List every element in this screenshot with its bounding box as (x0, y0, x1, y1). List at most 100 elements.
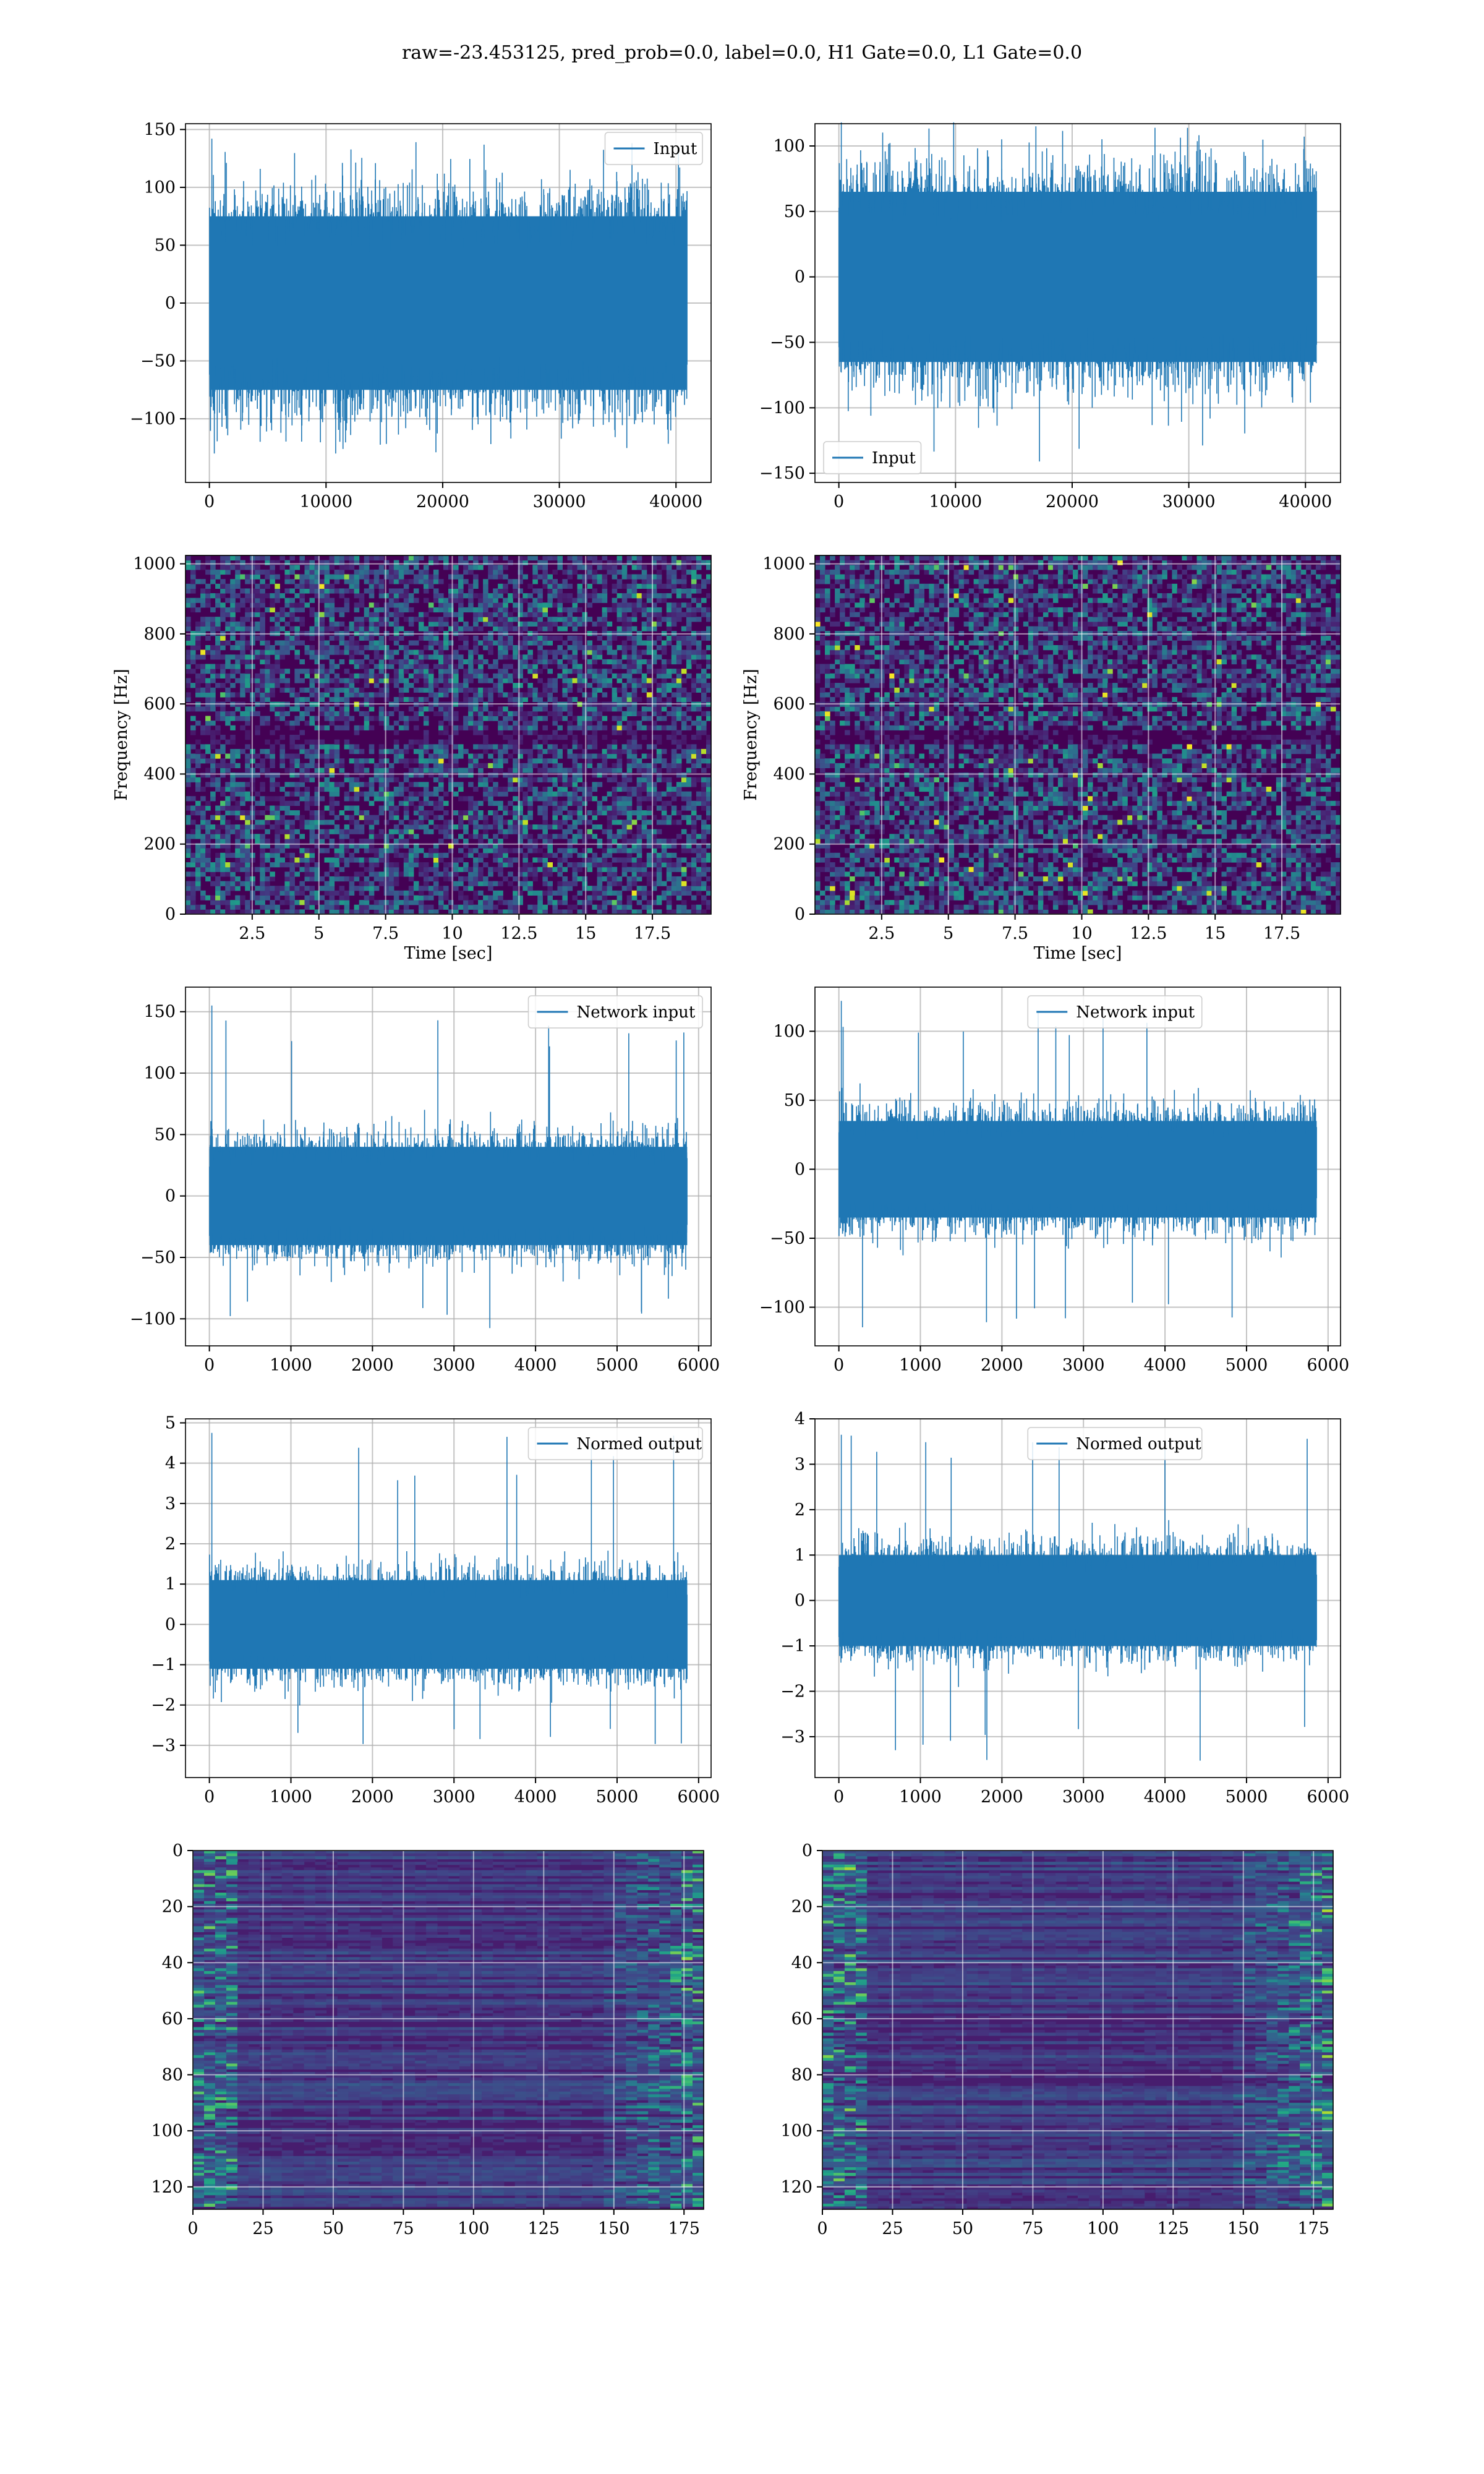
heatmap-cell (577, 574, 583, 580)
heatmap-cell (646, 791, 652, 797)
heatmap-cell (205, 805, 211, 811)
heatmap-cell (230, 777, 236, 782)
heatmap-cell (359, 649, 365, 655)
heatmap-cell (612, 588, 618, 594)
heatmap-cell (691, 659, 697, 665)
heatmap-cell (270, 669, 275, 674)
heatmap-cell (676, 753, 682, 759)
heatmap-cell (215, 626, 221, 631)
heatmap-cell (275, 820, 280, 825)
heatmap-cell (656, 569, 662, 575)
heatmap-cell (220, 758, 226, 764)
heatmap-cell (498, 725, 503, 730)
heatmap-cell (621, 692, 628, 698)
heatmap-cell (626, 626, 633, 631)
heatmap-cell (314, 909, 320, 915)
heatmap-cell (602, 706, 608, 712)
heatmap-cell (309, 848, 315, 854)
heatmap-cell (383, 796, 390, 802)
heatmap-cell (339, 565, 345, 570)
heatmap-cell (537, 678, 543, 683)
heatmap-cell (398, 673, 404, 678)
heatmap-cell (448, 597, 454, 603)
heatmap-cell (503, 583, 508, 589)
heatmap-cell (200, 692, 206, 698)
heatmap-cell (235, 786, 241, 792)
heatmap-cell (230, 612, 236, 617)
heatmap-cell (582, 692, 588, 698)
heatmap-cell (359, 768, 365, 773)
heatmap-cell (304, 852, 310, 858)
heatmap-cell (572, 800, 578, 806)
heatmap-cell (230, 867, 236, 872)
heatmap-cell (518, 602, 523, 608)
heatmap-cell (220, 786, 226, 792)
heatmap-cell (483, 621, 488, 627)
heatmap-cell (275, 852, 280, 858)
heatmap-cell (373, 617, 380, 622)
heatmap-cell (676, 683, 682, 688)
heatmap-cell (587, 744, 593, 750)
heatmap-cell (468, 555, 474, 561)
heatmap-cell (289, 810, 295, 816)
heatmap-cell (602, 753, 608, 759)
heatmap-cell (354, 640, 360, 646)
heatmap-cell (676, 890, 682, 896)
heatmap-cell (587, 758, 593, 764)
heatmap-cell (245, 607, 250, 613)
heatmap-cell (587, 649, 593, 655)
heatmap-cell (612, 692, 618, 698)
heatmap-cell (225, 829, 231, 834)
heatmap-cell (577, 876, 583, 882)
heatmap-cell (210, 560, 216, 565)
heatmap-cell (651, 782, 657, 787)
heatmap-cell (423, 886, 429, 891)
heatmap-cell (691, 867, 697, 872)
heatmap-cell (656, 574, 662, 580)
heatmap-cell (225, 664, 231, 669)
heatmap-cell (329, 773, 335, 778)
heatmap-cell (359, 574, 365, 580)
heatmap-cell (522, 768, 528, 773)
heatmap-cell (612, 890, 618, 896)
heatmap-cell (503, 909, 508, 915)
heatmap-cell (210, 687, 216, 693)
heatmap-cell (646, 649, 652, 655)
heatmap-cell (646, 876, 652, 882)
heatmap-cell (369, 617, 375, 622)
heatmap-cell (319, 583, 325, 589)
heatmap-cell (641, 612, 647, 617)
heatmap-cell (319, 706, 325, 712)
heatmap-cell (562, 829, 568, 834)
heatmap-cell (666, 867, 672, 872)
heatmap-cell (508, 664, 513, 669)
heatmap-cell (314, 796, 320, 802)
heatmap-cell (686, 569, 692, 575)
heatmap-cell (607, 669, 613, 674)
heatmap-cell (522, 876, 528, 882)
heatmap-cell (438, 852, 444, 858)
heatmap-cell (631, 848, 638, 854)
heatmap-cell (498, 744, 503, 750)
heatmap-cell (349, 560, 355, 565)
heatmap-cell (463, 815, 469, 820)
heatmap-cell (364, 768, 370, 773)
heatmap-cell (488, 791, 493, 797)
heatmap-cell (631, 876, 638, 882)
heatmap-cell (527, 786, 533, 792)
heatmap-cell (408, 664, 414, 669)
heatmap-cell (349, 635, 355, 641)
heatmap-cell (513, 886, 518, 891)
heatmap-cell (270, 753, 275, 759)
heatmap-cell (354, 805, 360, 811)
heatmap-cell (324, 900, 330, 905)
heatmap-cell (616, 725, 623, 730)
heatmap-cell (582, 678, 588, 683)
heatmap-cell (602, 593, 608, 599)
heatmap-cell (532, 857, 538, 863)
heatmap-cell (245, 730, 250, 735)
heatmap-cell (378, 654, 385, 660)
heatmap-cell (676, 895, 682, 901)
heatmap-cell (428, 848, 434, 854)
heatmap-cell (513, 730, 518, 735)
